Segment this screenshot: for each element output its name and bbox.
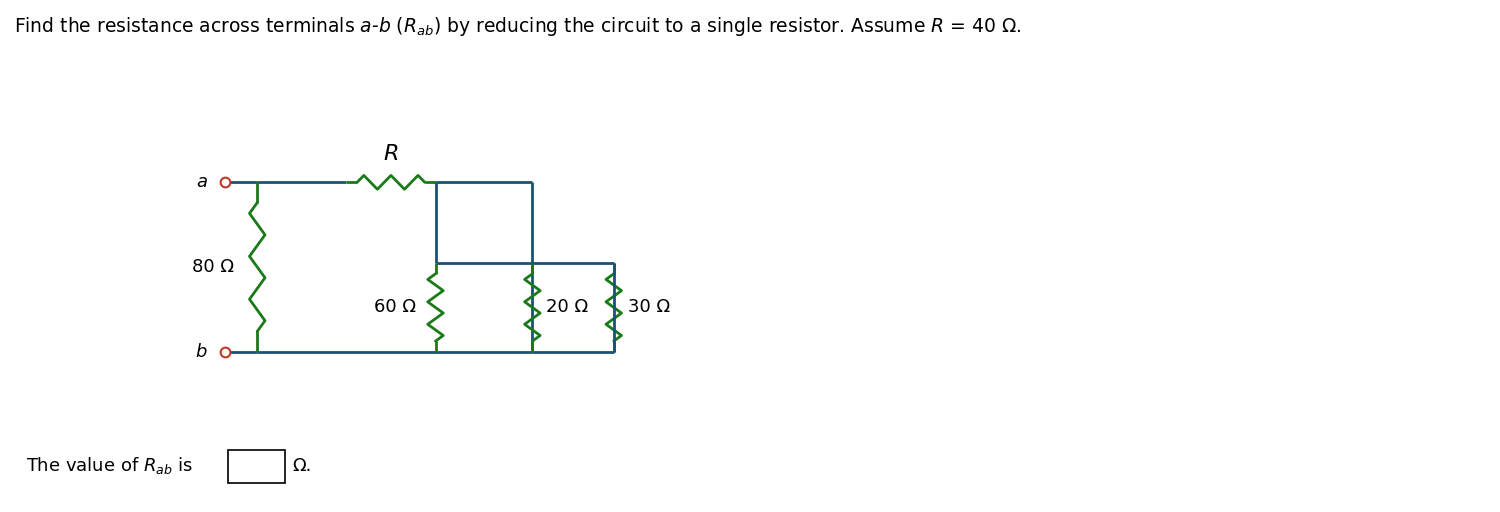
Text: $R$: $R$ bbox=[384, 143, 399, 165]
Text: 20 Ω: 20 Ω bbox=[546, 298, 588, 316]
Text: $b$: $b$ bbox=[195, 343, 207, 361]
Text: $a$: $a$ bbox=[196, 174, 207, 191]
Text: The value of $R_{ab}$ is: The value of $R_{ab}$ is bbox=[26, 455, 192, 477]
Text: 80 Ω: 80 Ω bbox=[192, 258, 234, 276]
Text: 30 Ω: 30 Ω bbox=[627, 298, 670, 316]
Text: Find the resistance across terminals $a$-$b$ ($R_{ab}$) by reducing the circuit : Find the resistance across terminals $a$… bbox=[13, 15, 1022, 38]
Text: 60 Ω: 60 Ω bbox=[374, 298, 416, 316]
Text: Ω.: Ω. bbox=[292, 457, 312, 475]
